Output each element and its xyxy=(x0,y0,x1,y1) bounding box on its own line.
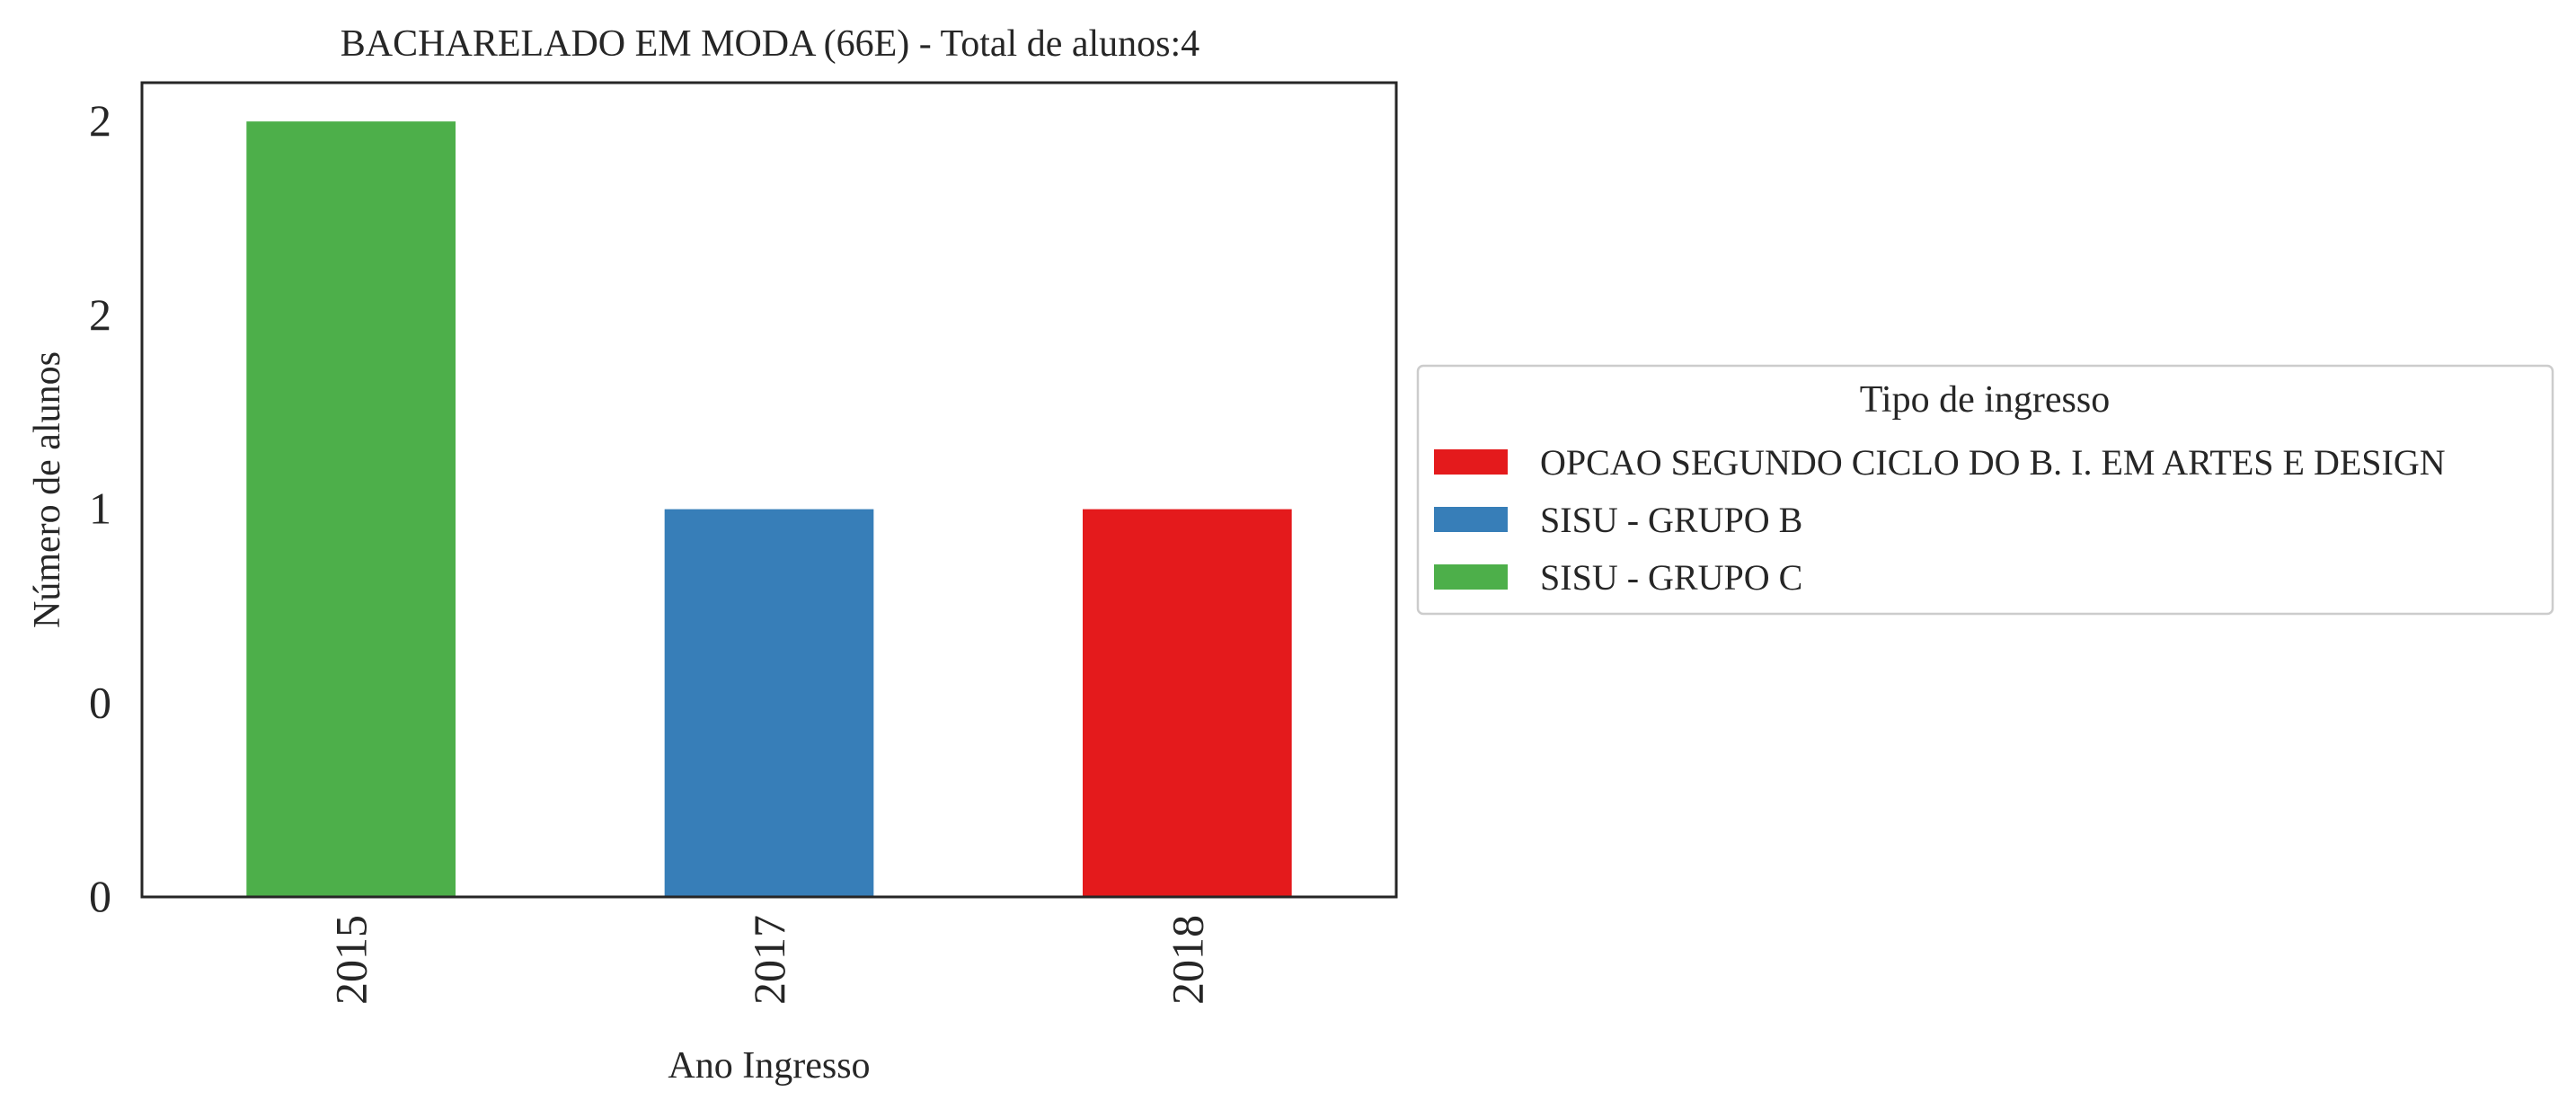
y-tick-label: 2 xyxy=(89,95,111,146)
chart-title: BACHARELADO EM MODA (66E) - Total de alu… xyxy=(341,23,1199,65)
x-axis-label: Ano Ingresso xyxy=(668,1045,870,1087)
x-tick-label: 2015 xyxy=(326,915,376,1005)
legend: Tipo de ingresso OPCAO SEGUNDO CICLO DO … xyxy=(1416,364,2554,616)
legend-label: SISU - GRUPO B xyxy=(1540,500,1802,540)
legend-label: OPCAO SEGUNDO CICLO DO B. I. EM ARTES E … xyxy=(1540,442,2446,483)
y-tick-label: 2 xyxy=(89,289,111,340)
y-axis-label: Número de alunos xyxy=(27,351,68,628)
bars-layer xyxy=(246,121,1292,898)
x-tick-label: 2017 xyxy=(744,915,794,1005)
y-tick-label: 1 xyxy=(89,484,111,534)
legend-entries: OPCAO SEGUNDO CICLO DO B. I. EM ARTES E … xyxy=(1434,442,2446,598)
legend-swatch xyxy=(1434,449,1508,475)
plot-frame xyxy=(140,81,1398,899)
legend-title: Tipo de ingresso xyxy=(1860,379,2110,421)
y-tick-label: 0 xyxy=(89,677,111,727)
bar-2017-series-1 xyxy=(664,509,874,897)
y-axis-ticks: 0 0 1 2 2 xyxy=(89,95,111,921)
legend-frame xyxy=(1416,364,2554,616)
legend-swatch xyxy=(1434,564,1508,590)
bar-2018-series-0 xyxy=(1083,509,1292,897)
bar-2015-series-2 xyxy=(246,121,456,898)
y-tick-label: 0 xyxy=(89,871,111,921)
legend-label: SISU - GRUPO C xyxy=(1540,557,1802,598)
x-tick-label: 2018 xyxy=(1162,915,1212,1005)
legend-swatch xyxy=(1434,507,1508,532)
x-axis-ticks: 2015 2017 2018 xyxy=(326,915,1213,1005)
